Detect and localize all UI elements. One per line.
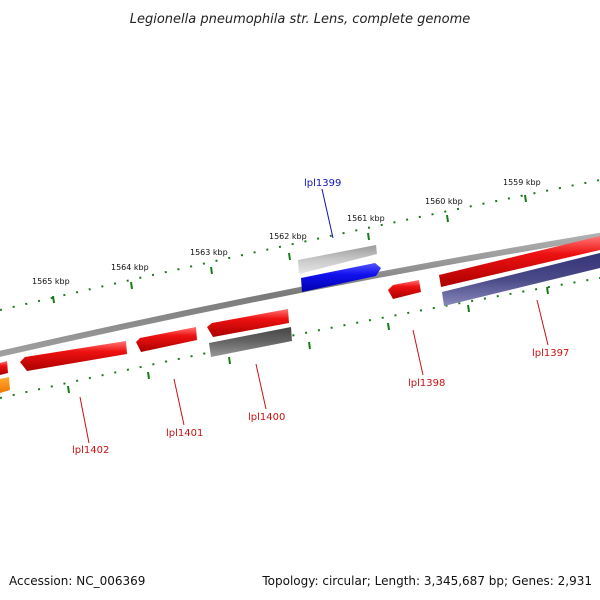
upper-major-ticks — [52, 194, 527, 304]
gene-feature-lpl1402[interactable] — [20, 341, 127, 371]
lower-tick-ruler — [0, 277, 600, 399]
scale-label-1564: 1564 kbp — [111, 263, 149, 272]
gene-feature-lpl1399[interactable] — [301, 263, 381, 292]
gene-label-lpl1399: lpl1399 — [304, 178, 341, 189]
topology-summary-text: Topology: circular; Length: 3,345,687 bp… — [262, 574, 592, 588]
gene-label-lpl1398: lpl1398 — [408, 378, 445, 389]
genome-backbone — [0, 232, 600, 357]
scale-label-1565: 1565 kbp — [32, 277, 70, 286]
gene-feature-dark-gray[interactable] — [209, 327, 292, 357]
gene-label-lpl1401: lpl1401 — [166, 428, 203, 439]
scale-label-1561: 1561 kbp — [347, 214, 385, 223]
gene-feature-gray[interactable] — [298, 245, 377, 274]
label-leader-lines — [79, 188, 549, 444]
gene-label-lpl1397: lpl1397 — [532, 348, 569, 359]
gene-feature-left-edge-red[interactable] — [0, 361, 8, 375]
gene-feature-lpl1401[interactable] — [136, 327, 197, 352]
gene-feature-navy[interactable] — [442, 253, 600, 306]
lower-major-ticks — [67, 286, 549, 394]
scale-label-1560: 1560 kbp — [425, 197, 463, 206]
accession-text: Accession: NC_006369 — [9, 574, 146, 588]
scale-label-1559: 1559 kbp — [503, 178, 541, 187]
gene-feature-lpl1400[interactable] — [207, 309, 289, 337]
scale-label-1563: 1563 kbp — [190, 248, 228, 257]
scale-label-1562: 1562 kbp — [269, 232, 307, 241]
gene-label-lpl1400: lpl1400 — [248, 412, 285, 423]
gene-feature-lpl1398[interactable] — [388, 280, 421, 299]
gene-label-lpl1402: lpl1402 — [72, 445, 109, 456]
map-title: Legionella pneumophila str. Lens, comple… — [130, 12, 471, 27]
gene-feature-left-edge-orange[interactable] — [0, 377, 10, 393]
gene-feature-lpl1397[interactable] — [439, 236, 600, 287]
